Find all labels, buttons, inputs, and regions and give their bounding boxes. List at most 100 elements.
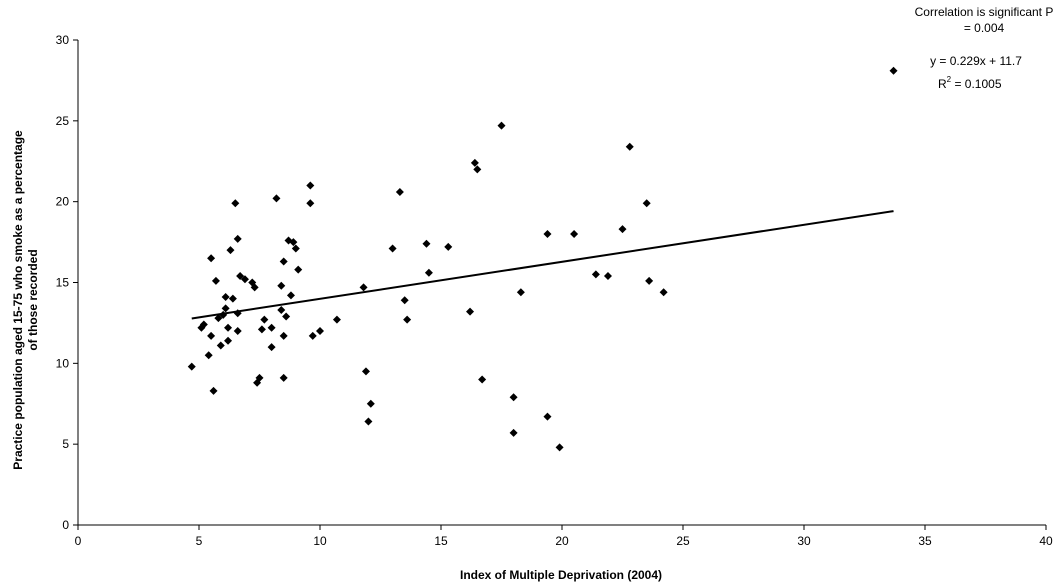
data-point <box>603 272 612 281</box>
x-tick-label: 40 <box>1039 534 1053 548</box>
data-point <box>570 230 579 238</box>
x-tick-label: 0 <box>75 534 82 548</box>
data-point <box>642 199 651 208</box>
data-point <box>543 230 552 238</box>
data-point <box>282 312 291 321</box>
data-point <box>228 294 237 303</box>
y-tick-label: 15 <box>56 276 70 290</box>
x-tick-label: 30 <box>797 534 811 548</box>
data-point <box>233 309 242 318</box>
data-point <box>286 291 295 300</box>
data-point <box>221 293 230 302</box>
data-point <box>625 142 634 151</box>
x-tick-label: 5 <box>196 534 203 548</box>
data-point <box>444 242 453 251</box>
data-point <box>211 276 220 285</box>
data-point <box>289 238 298 247</box>
x-axis-title: Index of Multiple Deprivation (2004) <box>460 568 662 582</box>
y-tick-label: 20 <box>56 195 70 209</box>
axes: 0 5 10 15 20 25 30 0 5 10 15 20 25 30 35 40 <box>56 33 1053 548</box>
data-point <box>543 412 552 421</box>
data-point <box>516 288 525 297</box>
y-tick-label: 10 <box>56 356 70 370</box>
significance-annotation-line-2: = 0.004 <box>964 21 1005 35</box>
data-point <box>388 244 397 253</box>
r-squared-superscript: 2 <box>947 75 952 84</box>
regression-equation: y = 0.229x + 11.7 <box>930 54 1022 68</box>
data-point <box>645 276 654 285</box>
x-tick-label: 15 <box>434 534 448 548</box>
data-point <box>497 121 506 130</box>
data-point <box>257 325 266 334</box>
data-point <box>306 199 315 208</box>
data-point <box>889 66 898 75</box>
data-point <box>187 362 196 371</box>
data-point <box>204 351 213 360</box>
data-point <box>233 327 242 335</box>
data-point <box>361 367 370 376</box>
y-tick-label: 30 <box>56 33 70 47</box>
data-point <box>240 275 249 284</box>
data-point <box>395 187 404 196</box>
data-point <box>364 417 373 426</box>
data-point <box>207 254 216 263</box>
data-point <box>250 283 259 292</box>
data-point <box>403 315 412 324</box>
data-point <box>224 323 233 332</box>
data-point <box>231 199 240 208</box>
y-tick-label: 5 <box>62 437 69 451</box>
x-tick-label: 35 <box>918 534 932 548</box>
x-tick-label: 20 <box>555 534 569 548</box>
data-point <box>236 272 245 281</box>
data-point <box>224 336 233 345</box>
data-point <box>659 288 668 297</box>
data-point <box>366 399 375 408</box>
data-point <box>255 373 264 382</box>
x-tick-label: 25 <box>676 534 690 548</box>
data-point <box>279 373 288 382</box>
data-point <box>332 315 341 324</box>
trendline-layer <box>191 210 894 320</box>
x-tick-label: 10 <box>313 534 327 548</box>
data-point <box>294 265 303 274</box>
data-point <box>209 386 218 395</box>
data-point <box>216 341 225 350</box>
data-point <box>219 310 228 319</box>
data-point <box>199 320 208 329</box>
data-point <box>618 225 627 234</box>
data-point <box>267 323 276 332</box>
trendline <box>191 210 894 320</box>
data-point <box>260 315 269 324</box>
y-tick-label: 25 <box>56 114 70 128</box>
data-point <box>277 281 286 290</box>
data-point <box>473 165 482 174</box>
y-axis-title-line-2: of those recorded <box>26 249 40 350</box>
data-point <box>207 331 216 340</box>
data-point <box>291 244 300 253</box>
data-point <box>277 305 286 314</box>
data-point <box>359 283 368 292</box>
r-squared-prefix: R <box>938 77 947 91</box>
data-point <box>316 327 324 335</box>
data-point <box>306 181 315 190</box>
data-point <box>267 343 276 352</box>
data-point <box>221 304 230 313</box>
y-axis-title-line-1: Practice population aged 15-75 who smoke… <box>11 130 25 470</box>
data-point <box>470 158 479 167</box>
data-point <box>478 375 487 384</box>
significance-annotation-line-1: Correlation is significant P <box>915 5 1054 19</box>
data-point <box>233 234 242 243</box>
data-point <box>422 239 431 248</box>
data-point <box>400 296 409 305</box>
data-point <box>272 194 281 203</box>
data-point <box>466 307 475 316</box>
data-point <box>226 246 235 255</box>
data-point <box>424 268 433 277</box>
data-point <box>214 314 223 323</box>
data-point <box>509 428 518 437</box>
y-axis-title: Practice population aged 15-75 who smoke… <box>11 130 40 470</box>
data-point <box>279 331 288 340</box>
r-squared-annotation: R2 = 0.1005 <box>938 75 1002 91</box>
r-squared-value: = 0.1005 <box>951 77 1002 91</box>
